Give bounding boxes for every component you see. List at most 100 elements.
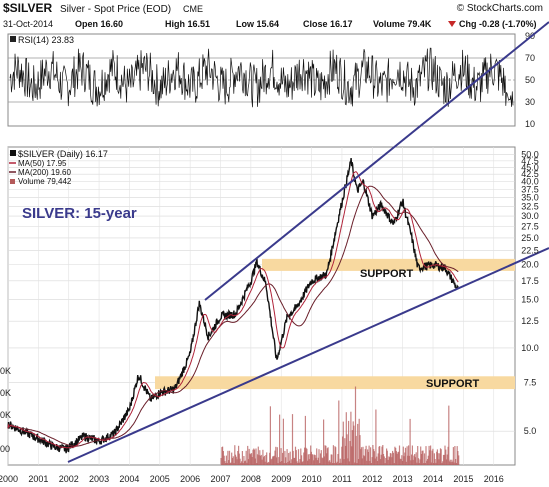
volume-bar [346, 434, 348, 465]
volume-bar [316, 460, 319, 465]
volume-bar [405, 461, 407, 465]
volume-bar [292, 450, 294, 465]
volume-bar [412, 459, 414, 465]
volume-bar [407, 455, 409, 465]
volume-bar [273, 455, 275, 465]
price-tick-label: 37.5 [521, 184, 539, 194]
volume-bar [379, 459, 382, 465]
volume-legend-icon [10, 179, 15, 184]
volume-bar [395, 447, 397, 465]
volume-bar [387, 459, 389, 465]
x-tick-label: 2005 [150, 474, 170, 484]
volume-bar [256, 454, 259, 465]
volume-bar [430, 462, 432, 465]
volume-bar [330, 454, 332, 465]
volume-bar [428, 445, 430, 465]
volume-bar [457, 451, 459, 465]
volume-bar [374, 458, 376, 465]
volume-bar [408, 445, 410, 465]
price-tick-label: 35.0 [521, 193, 539, 203]
volume-bar [251, 457, 253, 465]
x-tick-label: 2002 [59, 474, 79, 484]
volume-bar [286, 449, 288, 465]
volume-bar [347, 458, 349, 465]
volume-bar [302, 461, 304, 465]
volume-bar [357, 459, 360, 465]
volume-bar [393, 463, 395, 465]
price-tick-label: 12.5 [521, 316, 539, 326]
volume-bar [245, 450, 247, 465]
volume-bar [294, 457, 296, 465]
price-tick-label: 32.5 [521, 201, 539, 211]
volume-bar [248, 448, 250, 465]
volume-legend: Volume 79,442 [18, 177, 72, 186]
upper-trendline [204, 21, 549, 301]
volume-bar [307, 454, 309, 465]
volume-bar [285, 463, 287, 465]
price-line [7, 158, 459, 454]
price-tick-label: 27.5 [521, 221, 539, 231]
price-tick-label: 42.5 [521, 169, 539, 179]
volume-bar [220, 458, 222, 465]
volume-bar [382, 454, 385, 465]
volume-bar [439, 448, 442, 465]
volume-bar [386, 448, 388, 465]
volume-bar [422, 450, 424, 465]
volume-bar [442, 454, 445, 465]
x-tick-label: 2015 [453, 474, 473, 484]
volume-bar [232, 456, 234, 465]
volume-bar [371, 457, 373, 465]
quote-high: High 16.51 [165, 19, 210, 29]
volume-bar [313, 454, 316, 465]
volume-bar [308, 459, 310, 465]
volume-bar [336, 461, 338, 465]
volume-bar [329, 460, 331, 465]
chart-title: SILVER: 15-year [22, 205, 137, 222]
x-tick-label: 2004 [119, 474, 139, 484]
volume-bar [388, 456, 390, 465]
volume-bar [354, 462, 356, 465]
volume-bar [353, 425, 355, 465]
ma200-legend: MA(200) 19.60 [18, 168, 71, 177]
x-tick-label: 2008 [241, 474, 261, 484]
volume-bar [361, 458, 363, 465]
volume-bar [341, 446, 343, 465]
volume-bar [240, 463, 242, 465]
volume-bar [425, 446, 427, 465]
volume-bar [389, 457, 391, 465]
volume-bar [231, 452, 233, 465]
volume-bar [289, 451, 291, 465]
volume-bar [291, 459, 293, 465]
volume-bar [225, 455, 227, 465]
volume-bar [367, 452, 369, 465]
volume-bar [360, 449, 362, 465]
volume-bar [267, 461, 269, 465]
volume-bar [440, 449, 442, 465]
volume-bar [277, 463, 279, 465]
volume-bar [223, 455, 225, 465]
x-tick-label: 2001 [28, 474, 48, 484]
volume-bar [296, 461, 298, 465]
volume-bar [263, 457, 265, 465]
volume-bar [260, 454, 262, 465]
rsi-tick-labels: 90 70 50 30 10 [525, 31, 535, 129]
rsi-tick-label: 50 [525, 75, 535, 85]
volume-bar [386, 450, 388, 465]
volume-bar [403, 456, 405, 465]
volume-bar [358, 418, 360, 465]
volume-bar [226, 463, 228, 465]
volume-bar [319, 453, 322, 465]
volume-bar [306, 448, 308, 465]
volume-bar [313, 460, 315, 465]
volume-bar [312, 454, 314, 465]
price-legend-icon [10, 150, 16, 156]
volume-bar [360, 447, 363, 465]
volume-bar [247, 445, 249, 465]
volume-bar [450, 462, 452, 465]
volume-bar [433, 463, 435, 465]
volume-bar [264, 461, 266, 465]
volume-bar [225, 463, 227, 465]
volume-bar [452, 461, 454, 465]
volume-tick-labels: 0K 0K 0K 00 [0, 366, 11, 454]
